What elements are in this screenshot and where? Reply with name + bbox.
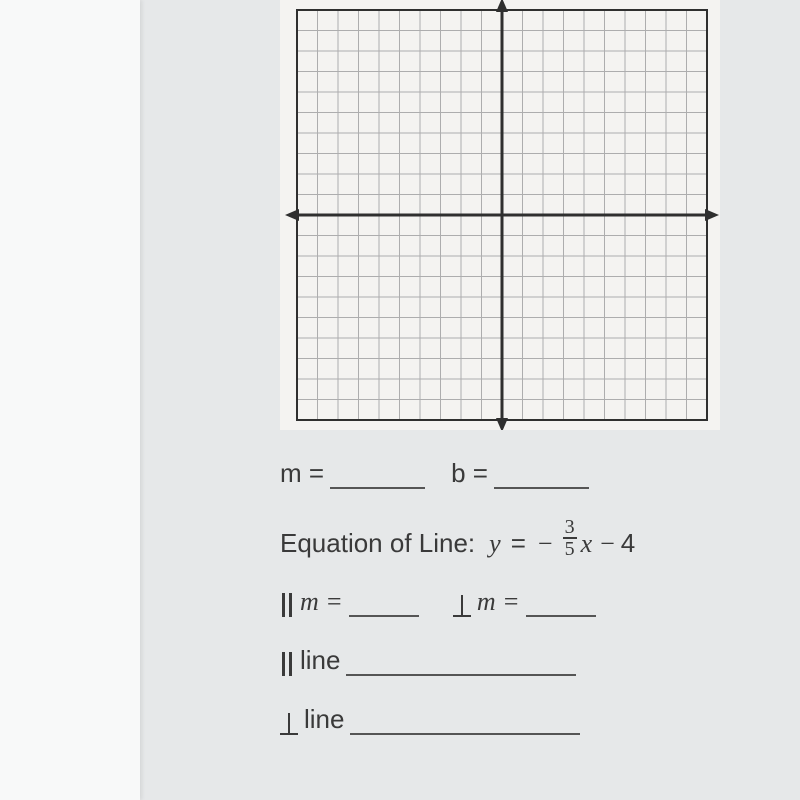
equals-1: = <box>511 528 526 559</box>
fraction: 3 5 <box>563 517 577 559</box>
worksheet-content: m = b = Equation of Line: y = − 3 5 x − … <box>180 0 780 763</box>
parallel-perp-slope-row: m = m = <box>280 587 780 617</box>
perpendicular-icon-2 <box>280 713 298 735</box>
answer-lines: m = b = Equation of Line: y = − 3 5 x − … <box>280 458 780 735</box>
equation-row: Equation of Line: y = − 3 5 x − 4 <box>280 517 780 559</box>
perp-m-blank[interactable] <box>526 589 596 617</box>
b-label: b = <box>451 458 488 489</box>
parallel-icon <box>280 593 294 617</box>
m-blank[interactable] <box>330 461 425 489</box>
minus-2: − <box>600 529 615 559</box>
slope-intercept-row: m = b = <box>280 458 780 489</box>
grid-svg <box>280 0 720 430</box>
minus-1: − <box>538 529 553 559</box>
perp-m-label: m = <box>477 587 520 617</box>
parallel-line-row: line <box>280 645 780 676</box>
coordinate-grid <box>280 0 720 430</box>
parallel-line-blank[interactable] <box>346 648 576 676</box>
perp-line-label: line <box>304 704 344 735</box>
y-symbol: y <box>489 529 501 559</box>
perp-line-row: line <box>280 704 780 735</box>
x-symbol: x <box>581 529 593 559</box>
m-label: m = <box>280 458 324 489</box>
parallel-m-label: m = <box>300 587 343 617</box>
constant: 4 <box>621 528 635 559</box>
left-page-margin <box>0 0 140 800</box>
fraction-numerator: 3 <box>563 517 577 537</box>
fraction-denominator: 5 <box>563 537 577 559</box>
perpendicular-icon <box>453 595 471 617</box>
perp-line-blank[interactable] <box>350 707 580 735</box>
b-blank[interactable] <box>494 461 589 489</box>
equation-prefix: Equation of Line: <box>280 528 475 559</box>
parallel-icon-2 <box>280 652 294 676</box>
parallel-line-label: line <box>300 645 340 676</box>
parallel-m-blank[interactable] <box>349 589 419 617</box>
